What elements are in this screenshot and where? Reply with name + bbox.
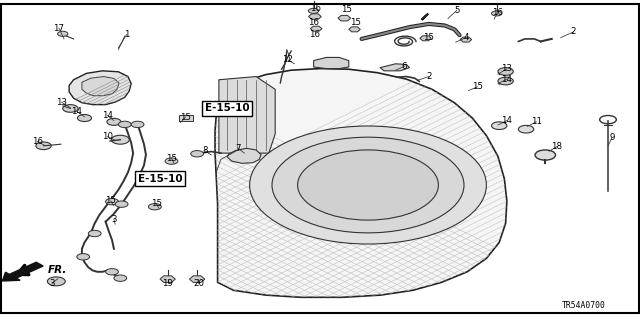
Polygon shape <box>338 15 351 21</box>
Circle shape <box>58 31 68 36</box>
Circle shape <box>498 77 513 85</box>
Text: 20: 20 <box>193 279 204 288</box>
Circle shape <box>36 142 51 150</box>
Text: 2: 2 <box>426 72 431 81</box>
Text: 15: 15 <box>150 199 162 208</box>
Circle shape <box>77 254 90 260</box>
Text: E-15-10: E-15-10 <box>205 103 250 114</box>
Circle shape <box>165 158 178 164</box>
Text: 7: 7 <box>236 144 241 153</box>
Polygon shape <box>189 276 205 282</box>
Circle shape <box>106 198 118 205</box>
Text: 19: 19 <box>163 279 173 288</box>
FancyArrow shape <box>3 262 43 281</box>
Circle shape <box>272 137 464 233</box>
Bar <box>179 115 193 121</box>
Text: 3: 3 <box>111 215 116 224</box>
Circle shape <box>88 230 101 237</box>
Polygon shape <box>314 57 349 69</box>
Circle shape <box>106 269 118 275</box>
Polygon shape <box>310 26 322 31</box>
Circle shape <box>115 201 128 207</box>
Text: 15: 15 <box>350 19 362 27</box>
Text: 13: 13 <box>56 98 67 107</box>
Circle shape <box>107 118 121 125</box>
Text: 16: 16 <box>308 18 319 27</box>
Text: 16: 16 <box>492 8 504 17</box>
Text: 1: 1 <box>124 30 129 39</box>
Text: 18: 18 <box>551 142 563 151</box>
Circle shape <box>308 8 319 13</box>
Text: 6: 6 <box>402 62 407 71</box>
Text: 15: 15 <box>105 197 116 205</box>
Text: 15: 15 <box>423 33 435 42</box>
Text: 2: 2 <box>571 27 576 36</box>
Text: 15: 15 <box>166 154 177 163</box>
Text: 12: 12 <box>282 56 294 64</box>
Polygon shape <box>460 37 472 42</box>
Text: 15: 15 <box>180 113 191 122</box>
Circle shape <box>118 121 131 128</box>
Text: 11: 11 <box>531 117 542 126</box>
Polygon shape <box>420 36 431 41</box>
Text: 17: 17 <box>53 24 65 33</box>
Text: 14: 14 <box>501 116 513 125</box>
Circle shape <box>535 150 556 160</box>
Circle shape <box>352 177 384 193</box>
Circle shape <box>47 277 65 286</box>
Text: 5: 5 <box>454 6 460 15</box>
Text: 10: 10 <box>102 132 113 141</box>
Polygon shape <box>215 69 507 297</box>
Polygon shape <box>227 148 261 163</box>
Text: E-15-10: E-15-10 <box>138 174 182 184</box>
Text: 14: 14 <box>71 107 83 116</box>
Text: 15: 15 <box>341 5 353 14</box>
Text: 9: 9 <box>609 133 614 142</box>
Polygon shape <box>308 14 321 19</box>
Circle shape <box>111 135 129 144</box>
Text: 16: 16 <box>310 4 321 13</box>
Circle shape <box>518 125 534 133</box>
Circle shape <box>298 150 438 220</box>
Polygon shape <box>160 276 175 282</box>
Circle shape <box>336 169 400 201</box>
Circle shape <box>114 275 127 281</box>
Circle shape <box>492 122 507 130</box>
Polygon shape <box>380 64 410 71</box>
Circle shape <box>250 126 486 244</box>
Text: 4: 4 <box>463 33 468 42</box>
Text: 16: 16 <box>31 137 43 146</box>
Text: 13: 13 <box>501 64 513 73</box>
Circle shape <box>191 151 204 157</box>
Polygon shape <box>219 77 275 153</box>
Polygon shape <box>349 27 360 32</box>
Circle shape <box>77 115 92 122</box>
Circle shape <box>498 68 513 75</box>
Polygon shape <box>69 71 131 105</box>
Text: 15: 15 <box>472 82 483 91</box>
Circle shape <box>131 121 144 128</box>
Text: 14: 14 <box>102 111 113 120</box>
Text: 16: 16 <box>309 30 321 39</box>
Circle shape <box>63 105 78 112</box>
Text: TR54A0700: TR54A0700 <box>562 301 605 310</box>
Circle shape <box>492 11 502 16</box>
Circle shape <box>317 160 419 211</box>
Text: FR.: FR. <box>48 264 67 275</box>
Text: 8: 8 <box>202 146 207 155</box>
Text: 14: 14 <box>501 75 513 84</box>
Text: 3: 3 <box>50 279 55 288</box>
Polygon shape <box>82 77 119 96</box>
Circle shape <box>148 204 161 210</box>
